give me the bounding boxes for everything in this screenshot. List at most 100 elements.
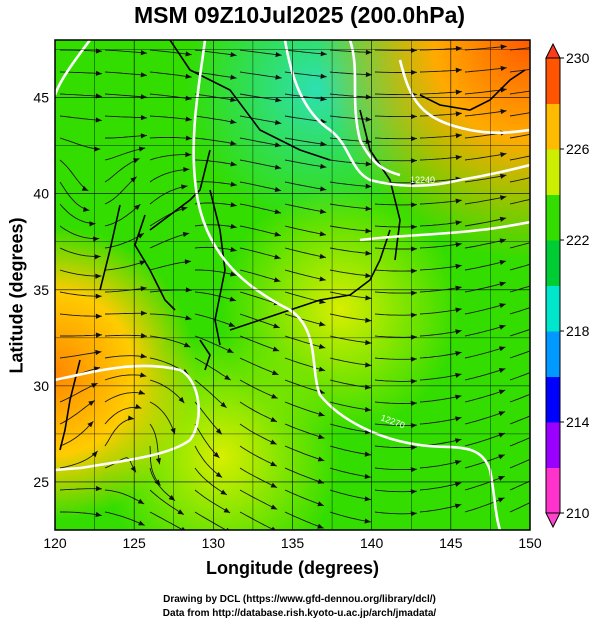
streamline-arrow — [365, 272, 372, 279]
streamline-arrow — [184, 259, 191, 265]
streamline-arrow — [410, 268, 417, 274]
streamline-arrow — [270, 482, 278, 488]
streamline — [419, 156, 462, 161]
streamline — [59, 181, 90, 211]
streamline — [104, 147, 146, 161]
streamline — [329, 49, 372, 53]
streamline-arrow — [320, 141, 327, 147]
streamline — [149, 313, 192, 320]
streamline — [464, 282, 507, 293]
streamline-arrow — [83, 206, 90, 212]
streamline — [419, 504, 462, 513]
streamline-arrow — [410, 312, 417, 318]
streamline — [149, 511, 185, 530]
streamline — [419, 134, 462, 139]
streamline-arrow — [455, 220, 462, 226]
streamline — [374, 423, 417, 426]
streamline — [464, 346, 506, 359]
streamline — [104, 406, 142, 425]
streamline — [374, 71, 418, 73]
streamline — [509, 155, 530, 161]
streamline-arrow — [228, 321, 236, 327]
streamline-arrow — [230, 140, 237, 146]
streamline-arrow — [170, 427, 176, 435]
streamline — [149, 93, 192, 100]
streamline — [509, 68, 530, 73]
streamline-arrow — [499, 216, 507, 222]
streamline — [194, 93, 237, 102]
streamline — [329, 159, 372, 165]
streamline-arrow — [185, 315, 192, 321]
streamline — [374, 467, 417, 471]
streamline-arrow — [185, 73, 192, 79]
streamline-arrow — [365, 205, 372, 212]
streamline — [239, 159, 282, 169]
streamline-arrow — [410, 489, 417, 495]
colorbar-segment — [546, 467, 560, 514]
streamline — [149, 379, 185, 404]
map-title: MSM 09Z10Jul2025 (200.0hPa) — [133, 2, 466, 28]
streamline-arrow — [273, 323, 280, 329]
streamline-arrow — [87, 421, 94, 428]
streamline — [419, 308, 462, 315]
streamline-arrow — [320, 73, 327, 79]
height-contours — [55, 40, 530, 530]
streamline-arrow — [455, 372, 462, 378]
streamline-arrow — [270, 526, 278, 530]
streamline — [374, 137, 418, 140]
streamline-arrow — [140, 50, 147, 56]
colorbar-segment — [546, 103, 560, 150]
streamline-arrow — [318, 366, 326, 372]
streamline — [509, 502, 530, 513]
streamline — [239, 225, 282, 237]
streamline — [104, 260, 147, 271]
streamline-arrow — [224, 374, 231, 381]
streamline — [284, 203, 327, 213]
streamline — [464, 475, 505, 491]
streamline — [105, 312, 148, 315]
credit-data: Data from http://database.rish.kyoto-u.a… — [162, 608, 437, 619]
streamline — [464, 368, 506, 381]
streamline — [60, 334, 103, 337]
streamline — [419, 264, 462, 271]
streamline-arrow — [220, 489, 227, 495]
streamline — [239, 71, 282, 79]
streamline-arrow — [410, 47, 417, 54]
x-tick-label: 135 — [281, 535, 305, 551]
streamline-arrow — [455, 263, 462, 269]
streamline — [329, 71, 372, 76]
streamline-arrow — [498, 476, 505, 481]
streamline — [194, 335, 234, 354]
streamline — [149, 168, 190, 183]
streamline-arrow — [410, 180, 417, 186]
streamline-arrow — [500, 173, 507, 179]
streamline-arrow — [365, 183, 372, 189]
colorbar-segment — [546, 376, 560, 423]
streamline-arrow — [498, 368, 506, 373]
streamline — [104, 418, 135, 447]
streamline — [194, 202, 237, 207]
streamline-arrow — [215, 471, 223, 478]
streamline — [105, 135, 147, 139]
streamline — [284, 335, 326, 349]
y-tick-label: 40 — [33, 186, 49, 202]
streamline — [284, 401, 325, 417]
streamline-arrow — [410, 202, 417, 208]
streamline — [509, 263, 530, 271]
credit-drawing: Drawing by DCL (https://www.gfd-dennou.o… — [163, 594, 436, 605]
streamline-arrow — [500, 65, 507, 72]
streamline — [104, 374, 147, 381]
streamline-arrow — [81, 185, 89, 191]
streamline — [149, 423, 161, 465]
y-tick-label: 35 — [33, 282, 49, 298]
streamline-arrow — [365, 228, 372, 234]
streamline — [149, 115, 192, 121]
streamline — [329, 115, 372, 121]
streamline — [149, 71, 192, 78]
streamline-arrow — [134, 403, 142, 409]
streamline-arrow — [95, 293, 102, 299]
streamline — [329, 467, 371, 478]
streamline — [104, 511, 145, 526]
streamline-arrow — [365, 339, 372, 346]
streamline-arrow — [140, 72, 147, 78]
